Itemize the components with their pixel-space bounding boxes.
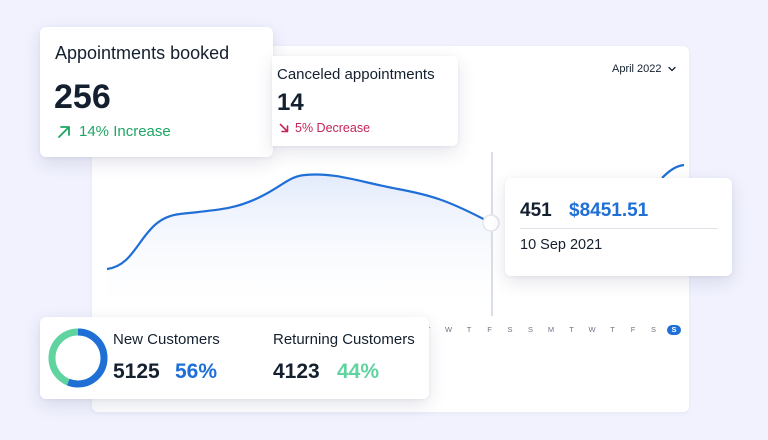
- month-dropdown[interactable]: April 2022: [612, 63, 676, 75]
- x-axis-day-label: W: [444, 325, 453, 334]
- x-axis-day-label: S: [527, 325, 533, 334]
- chart-line: [106, 173, 492, 271]
- appointments-booked-card: Appointments booked 256 14% Increase: [40, 27, 273, 157]
- tooltip-amount: $8451.51: [569, 200, 649, 221]
- appointments-booked-delta-text: 14% Increase: [79, 123, 171, 140]
- x-axis-day-label: T: [569, 325, 574, 334]
- chart-line-right: [661, 163, 685, 179]
- x-axis-day-label: F: [487, 325, 492, 334]
- new-customers-percent: 56%: [175, 360, 218, 383]
- x-axis-day-label: S: [650, 325, 656, 334]
- x-axis-day-label: W: [588, 325, 596, 334]
- new-customers-segment: [48, 328, 108, 388]
- chevron-down-icon: [667, 66, 676, 72]
- chart-tooltip-card: 451 $8451.51 10 Sep 2021: [505, 178, 732, 276]
- arrow-down-right-icon: [279, 123, 289, 133]
- appointments-booked-delta: 14% Increase: [57, 123, 171, 140]
- appointments-booked-value: 256: [54, 78, 111, 116]
- month-dropdown-label: April 2022: [612, 63, 662, 75]
- canceled-appointments-card: Canceled appointments 14 5% Decrease: [272, 56, 458, 146]
- canceled-appointments-title: Canceled appointments: [277, 66, 435, 83]
- x-axis-day-label: S: [507, 325, 513, 334]
- appointments-booked-title: Appointments booked: [55, 43, 230, 63]
- hover-point[interactable]: [482, 214, 500, 232]
- returning-customers-label: Returning Customers: [273, 331, 415, 348]
- canceled-appointments-value: 14: [277, 89, 304, 116]
- customers-donut-chart: [48, 328, 108, 388]
- chart-area: [107, 174, 491, 318]
- canceled-appointments-delta-text: 5% Decrease: [295, 121, 371, 135]
- arrow-up-right-icon: [58, 125, 70, 138]
- returning-customers-percent: 44%: [337, 360, 380, 383]
- returning-customers-value: 4123: [273, 360, 320, 383]
- x-axis-day-label: M: [547, 325, 555, 334]
- canceled-appointments-delta: 5% Decrease: [279, 121, 370, 135]
- x-axis-day-label: S: [667, 325, 681, 335]
- x-axis-day-label: T: [466, 325, 472, 334]
- new-customers-label: New Customers: [113, 331, 220, 348]
- customers-card: New Customers 5125 56% Returning Custome…: [40, 317, 429, 399]
- x-axis-day-label: F: [630, 325, 636, 334]
- x-axis-day-label: T: [610, 325, 615, 334]
- tooltip-count: 451: [520, 200, 552, 221]
- tooltip-date: 10 Sep 2021: [520, 237, 603, 253]
- new-customers-value: 5125: [113, 360, 160, 383]
- tooltip-divider: [520, 228, 718, 229]
